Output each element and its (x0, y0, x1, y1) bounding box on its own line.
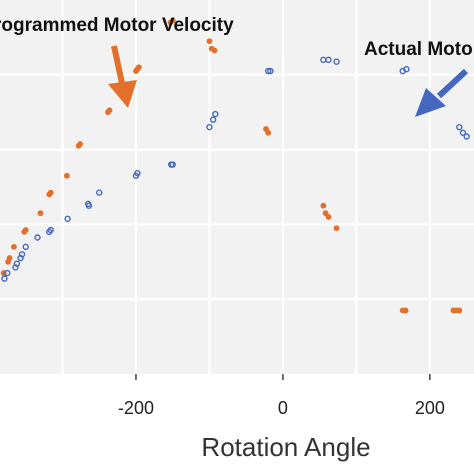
x-axis-title: Rotation Angle (201, 432, 370, 462)
programmed-velocity-point (402, 307, 409, 314)
actual-velocity-point (96, 189, 103, 196)
programmed-velocity-point (265, 129, 272, 136)
annotations: rogrammed Motor Velocity Actual Moto (0, 15, 473, 117)
actual-velocity-point (333, 58, 340, 65)
programmed-velocity-point (77, 141, 84, 147)
actual-velocity-point (206, 123, 213, 131)
x-tick-label: 200 (415, 398, 445, 418)
actual-velocity-point (132, 172, 140, 179)
actual-velocity-point (85, 202, 93, 209)
actual-velocity-point (265, 67, 272, 75)
programmed-velocity-point (169, 17, 176, 24)
actual-velocity-point (267, 67, 274, 75)
actual-velocity-point (34, 234, 41, 241)
x-axis-ticks: -200 0 200 (118, 374, 445, 418)
actual-velocity-point (17, 254, 24, 262)
x-tick-label: 0 (278, 398, 288, 418)
programmed-velocity-arrow (108, 45, 137, 108)
programmed-velocity-point (320, 202, 327, 209)
actual-velocity-point (4, 269, 11, 277)
programmed-velocity-point (333, 225, 340, 232)
programmed-velocity-point (22, 227, 29, 233)
programmed-velocity-point (106, 107, 113, 114)
programmed-velocity-point (37, 210, 44, 217)
plot-background (0, 0, 474, 374)
data-points (0, 17, 470, 314)
programmed-velocity-point (206, 38, 213, 45)
actual-velocity-point (209, 116, 217, 123)
programmed-velocity-point (63, 172, 70, 179)
actual-velocity-point (12, 264, 19, 271)
actual-velocity-point (459, 129, 467, 136)
actual-velocity-point (325, 56, 332, 64)
actual-velocity-point (22, 243, 29, 251)
actual-velocity-point (463, 133, 470, 140)
actual-velocity-annotation: Actual Moto (364, 39, 473, 60)
programmed-velocity-point (135, 64, 142, 71)
actual-velocity-point (456, 123, 463, 131)
programmed-velocity-annotation: rogrammed Motor Velocity (0, 15, 234, 36)
actual-velocity-point (1, 275, 8, 282)
programmed-velocity-point (325, 214, 332, 220)
programmed-velocity-point (47, 189, 54, 196)
actual-velocity-point (403, 65, 410, 73)
programmed-velocity-point (6, 255, 13, 261)
actual-velocity-point (64, 215, 71, 222)
x-tick-label: -200 (118, 398, 154, 418)
actual-velocity-point (212, 110, 219, 118)
actual-velocity-arrow (415, 68, 469, 117)
actual-velocity-point (46, 228, 53, 236)
programmed-velocity-point (456, 307, 463, 314)
programmed-velocity-point (11, 243, 17, 250)
grid-lines (0, 0, 474, 374)
actual-velocity-point (169, 161, 176, 168)
programmed-velocity-point (211, 47, 218, 54)
